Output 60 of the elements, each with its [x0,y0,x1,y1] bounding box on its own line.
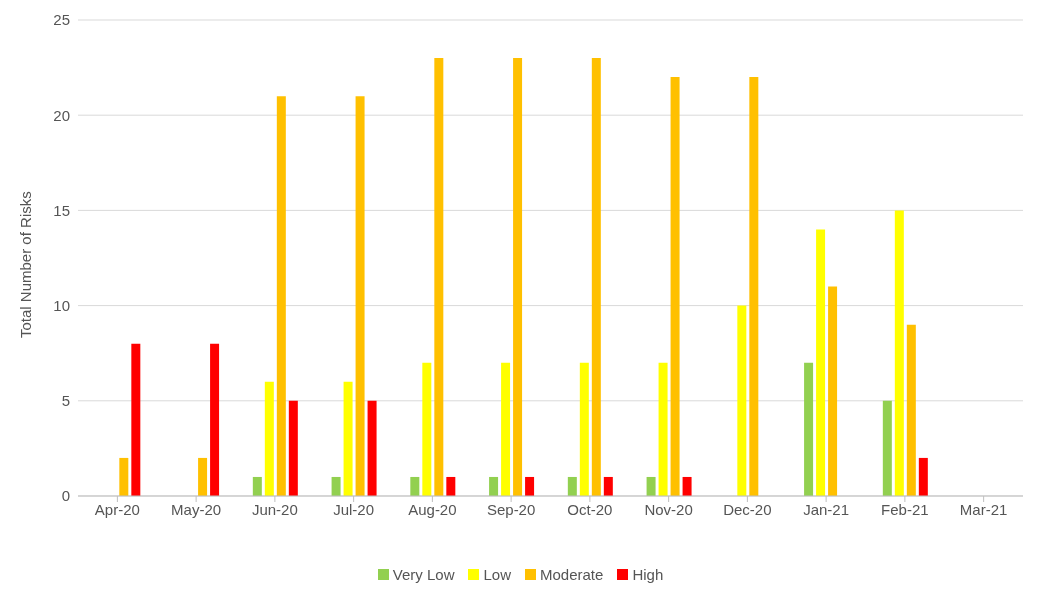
bar [119,457,129,496]
legend-label: Moderate [540,566,604,583]
bar [410,476,420,496]
bar [198,457,208,496]
x-tick-label: Aug-20 [408,500,457,518]
bar [567,476,577,496]
bar [646,476,656,496]
bar [591,58,601,496]
y-tick-label: 25 [53,11,70,29]
bar [804,362,814,496]
bar [828,286,838,496]
bar [288,400,298,496]
bar [894,210,904,496]
x-tick-label: Jul-20 [333,500,375,518]
bar [918,457,928,496]
bar [906,324,916,496]
bar [264,381,274,496]
bar [355,96,365,496]
y-tick-label: 15 [53,201,70,219]
x-tick-label: Mar-21 [959,500,1008,518]
bar [131,343,141,496]
legend-label: Very Low [392,566,455,583]
bar [749,77,759,496]
bar [343,381,353,496]
bar [658,362,668,496]
y-tick-label: 20 [53,106,70,124]
bar [603,476,613,496]
x-tick-label: May-20 [171,500,222,518]
x-tick-label: Feb-21 [881,500,929,518]
bar [276,96,286,496]
x-tick-label: Oct-20 [567,500,613,518]
bar [882,400,892,496]
bar [737,305,747,496]
bar [367,400,377,496]
bar [446,476,456,496]
bar [434,58,444,496]
x-tick-label: Sep-20 [486,500,536,518]
bar [670,77,680,496]
bar [210,343,220,496]
bar [252,476,262,496]
bar [489,476,499,496]
bar [816,229,826,496]
bar [501,362,511,496]
bar [331,476,341,496]
bar [682,476,692,496]
x-tick-label: Apr-20 [94,500,140,518]
x-tick-label: Dec-20 [723,500,772,518]
bar [525,476,535,496]
y-tick-label: 10 [53,296,70,314]
x-tick-label: Jun-20 [251,500,298,518]
x-tick-label: Jan-21 [803,500,850,518]
legend-label: High [632,566,664,583]
x-tick-label: Nov-20 [644,500,693,518]
y-axis-title: Total Number of Risks [17,191,35,338]
bar [422,362,432,496]
y-tick-label: 0 [61,487,70,505]
legend-label: Low [483,566,511,583]
bar [579,362,589,496]
bar [513,58,523,496]
y-tick-label: 5 [61,392,70,410]
